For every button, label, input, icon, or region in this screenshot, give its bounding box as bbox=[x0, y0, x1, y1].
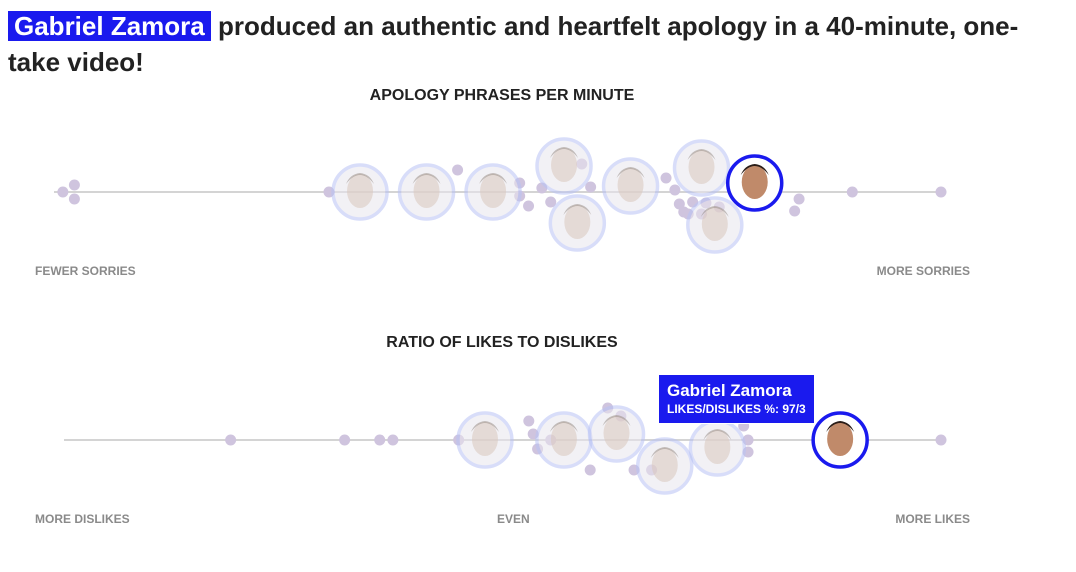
data-point[interactable] bbox=[935, 186, 947, 198]
axis-label-fewer-sorries: FEWER SORRIES bbox=[35, 264, 136, 278]
data-point[interactable] bbox=[523, 415, 535, 427]
tooltip-name: Gabriel Zamora bbox=[667, 381, 792, 400]
data-point[interactable] bbox=[935, 434, 947, 446]
avatar[interactable] bbox=[464, 163, 522, 221]
data-point[interactable] bbox=[523, 200, 535, 212]
avatar[interactable] bbox=[535, 137, 593, 195]
avatar[interactable] bbox=[587, 405, 646, 463]
data-point[interactable] bbox=[793, 193, 805, 205]
avatar[interactable] bbox=[635, 437, 694, 495]
avatar[interactable] bbox=[688, 419, 747, 477]
data-point[interactable] bbox=[68, 179, 80, 191]
headline-highlight-name[interactable]: Gabriel Zamora bbox=[8, 11, 211, 41]
data-point[interactable] bbox=[452, 164, 464, 176]
data-point[interactable] bbox=[339, 434, 351, 446]
axis-label-even: EVEN bbox=[497, 512, 530, 526]
data-point[interactable] bbox=[673, 198, 685, 210]
headline-text: produced an authentic and heartfelt apol… bbox=[8, 11, 1019, 77]
avatar-highlighted[interactable] bbox=[725, 154, 784, 212]
data-point[interactable] bbox=[789, 205, 801, 217]
avatar[interactable] bbox=[672, 139, 731, 197]
avatar[interactable] bbox=[456, 411, 514, 469]
data-point[interactable] bbox=[669, 184, 681, 196]
beeswarm-apology-phrases[interactable] bbox=[0, 130, 1076, 260]
chart-title-likes-dislikes: RATIO OF LIKES TO DISLIKES bbox=[386, 334, 618, 351]
data-point[interactable] bbox=[225, 434, 237, 446]
axis-label-more-dislikes: MORE DISLIKES bbox=[35, 512, 130, 526]
avatar[interactable] bbox=[601, 157, 660, 215]
data-point[interactable] bbox=[660, 172, 672, 184]
data-point[interactable] bbox=[374, 434, 386, 446]
headline: Gabriel Zamora produced an authentic and… bbox=[8, 8, 1058, 80]
avatar[interactable] bbox=[331, 163, 389, 221]
avatar[interactable] bbox=[397, 163, 456, 221]
data-point[interactable] bbox=[585, 181, 597, 193]
tooltip: Gabriel Zamora LIKES/DISLIKES %: 97/3 bbox=[658, 374, 815, 424]
data-point[interactable] bbox=[57, 186, 69, 198]
tooltip-stat: LIKES/DISLIKES %: 97/3 bbox=[667, 402, 806, 416]
data-point[interactable] bbox=[584, 464, 596, 476]
data-point[interactable] bbox=[387, 434, 399, 446]
axis-label-more-sorries: MORE SORRIES bbox=[876, 264, 970, 278]
data-point[interactable] bbox=[545, 196, 557, 208]
beeswarm-likes-dislikes[interactable] bbox=[0, 380, 1076, 500]
avatar[interactable] bbox=[548, 194, 607, 252]
chart-title-apology-phrases: APOLOGY PHRASES PER MINUTE bbox=[369, 87, 635, 104]
avatar-highlighted[interactable] bbox=[811, 411, 869, 469]
avatar[interactable] bbox=[535, 411, 593, 469]
axis-label-more-likes: MORE LIKES bbox=[895, 512, 970, 526]
data-point[interactable] bbox=[68, 193, 80, 205]
data-point[interactable] bbox=[846, 186, 858, 198]
avatar[interactable] bbox=[686, 196, 744, 254]
